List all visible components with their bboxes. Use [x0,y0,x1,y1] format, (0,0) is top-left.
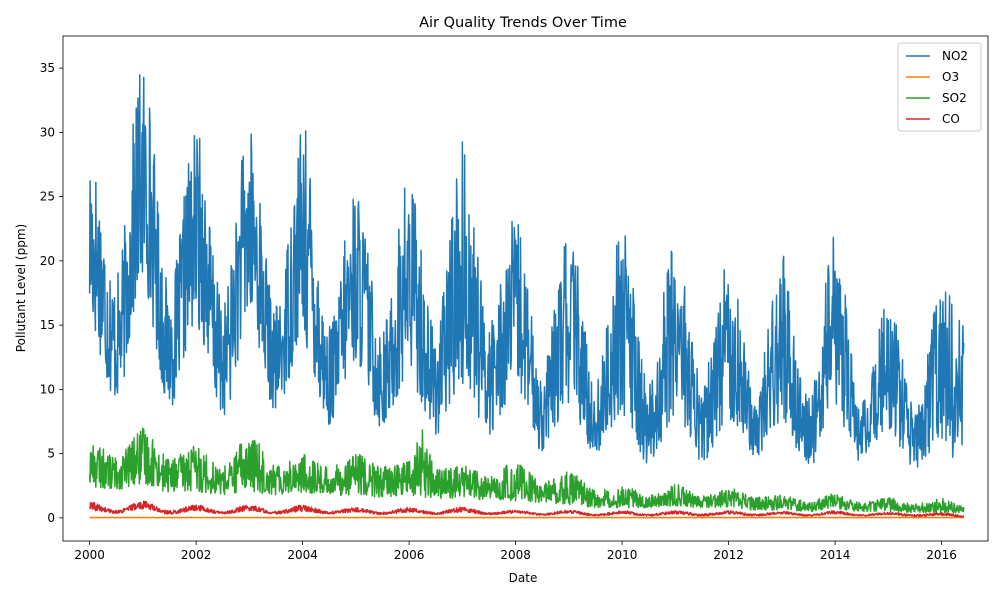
y-tick-label: 5 [47,447,55,461]
legend-label-no2: NO2 [942,49,968,63]
series-line-co [89,500,965,518]
y-axis-ticks: 0 5 10 15 20 25 30 35 [40,61,63,525]
x-tick-label: 2008 [500,548,531,562]
y-tick-label: 35 [40,61,55,75]
y-tick-label: 20 [40,254,55,268]
x-tick-label: 2012 [713,548,744,562]
y-tick-label: 25 [40,190,55,204]
x-tick-label: 2000 [74,548,105,562]
x-tick-label: 2004 [287,548,318,562]
legend-label-co: CO [942,112,960,126]
x-axis-ticks: 2000 2002 2004 2006 2008 2010 2012 2014 2016 [74,541,957,562]
legend-box [897,42,982,132]
y-tick-label: 15 [40,318,55,332]
series-line-so2 [88,427,965,514]
x-tick-label: 2016 [926,548,957,562]
plot-frame [62,35,989,542]
legend-label-so2: SO2 [942,91,967,105]
x-tick-label: 2002 [181,548,212,562]
y-tick-label: 10 [40,382,55,396]
series-layer [88,74,965,519]
x-tick-label: 2010 [607,548,638,562]
series-line-no2 [88,74,965,468]
legend-label-o3: O3 [942,70,959,84]
y-axis-title: Pollutant Level (ppm) [14,224,28,352]
y-tick-label: 30 [40,125,55,139]
x-tick-label: 2006 [394,548,425,562]
x-axis-title: Date [509,571,538,585]
y-tick-label: 0 [47,511,55,525]
chart-title: Air Quality Trends Over Time [419,15,627,31]
x-tick-label: 2014 [820,548,851,562]
legend: NO2 O3 SO2 CO [897,42,982,132]
